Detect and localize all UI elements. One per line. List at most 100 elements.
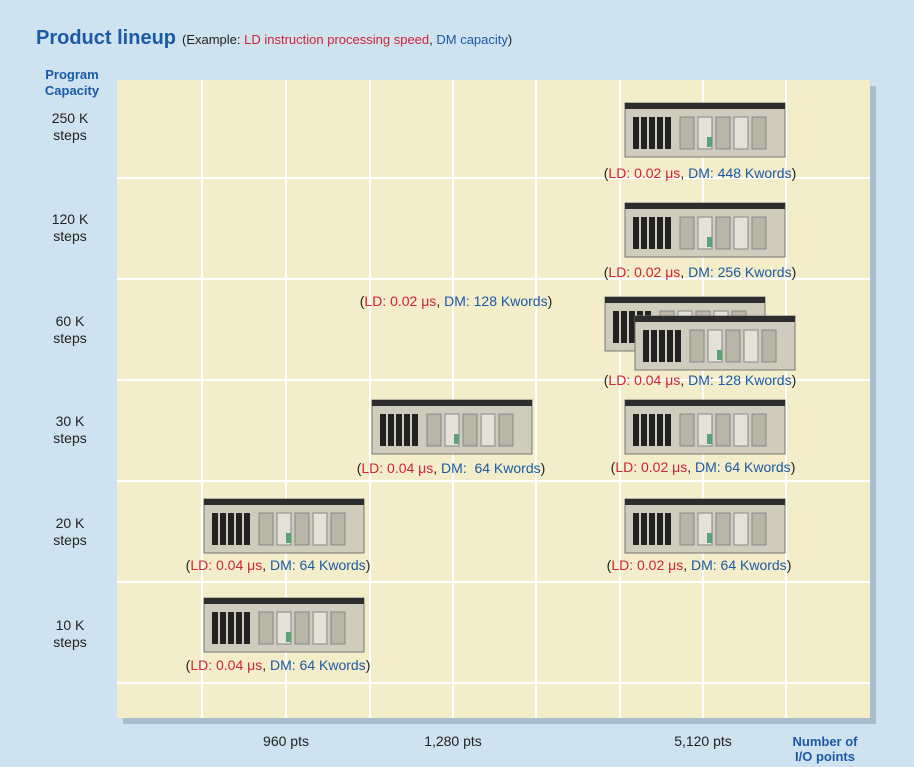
plc-rail [204,598,364,604]
plc-module [633,117,639,149]
plc-rail [605,297,765,303]
plc-module [649,117,655,149]
plc-module [412,414,418,446]
plc-unit [680,217,694,249]
dm-capacity: DM: 64 Kwords [691,557,787,573]
ld-speed: LD: 0.04 μs [190,657,262,673]
plc-image [204,499,364,553]
plc-module [641,414,647,446]
label-punct: , [436,293,444,309]
plc-module [649,513,655,545]
example-dm: DM capacity [436,32,508,47]
plc-unit [734,414,748,446]
plc-module [667,330,673,362]
ld-speed: LD: 0.04 μs [190,557,262,573]
label-punct: ) [791,459,796,475]
row-label: 250 K [52,110,89,126]
label-punct: , [680,264,688,280]
dm-capacity: DM: 256 Kwords [688,264,791,280]
plc-rail [625,203,785,209]
product-label: (LD: 0.02 μs, DM: 448 Kwords) [604,165,797,181]
plc-unit [716,414,730,446]
plc-unit [680,117,694,149]
plc-rail [625,499,785,505]
row-label: 30 K [56,413,85,429]
example-part: ) [508,32,512,47]
plc-unit [752,414,766,446]
ld-speed: LD: 0.02 μs [608,165,680,181]
label-punct: ) [548,293,553,309]
plc-module [675,330,681,362]
plc-unit [499,414,513,446]
label-punct: ) [792,165,797,181]
example-ld: LD instruction processing speed [244,32,429,47]
plc-rail [625,103,785,109]
label-punct: , [680,165,688,181]
plc-image [204,598,364,652]
product-label: (LD: 0.02 μs, DM: 64 Kwords) [607,557,792,573]
product-label: (LD: 0.02 μs, DM: 128 Kwords) [360,293,553,309]
plc-module [621,311,627,343]
plc-module [212,612,218,644]
plc-rail [204,499,364,505]
row-label: 120 K [52,211,89,227]
plc-module [659,330,665,362]
plc-unit [259,612,273,644]
ld-speed: LD: 0.02 μs [615,459,687,475]
ld-speed: LD: 0.02 μs [608,264,680,280]
plc-module [641,217,647,249]
x-label: 5,120 pts [674,733,732,749]
plc-module [212,513,218,545]
row-label: steps [53,634,86,650]
plc-image [635,316,795,370]
row-label: steps [53,532,86,548]
dm-capacity: DM: 128 Kwords [444,293,547,309]
y-axis-title: Program [45,67,98,82]
plc-module [633,414,639,446]
product-label: (LD: 0.04 μs, DM: 64 Kwords) [186,557,371,573]
plc-led [717,350,722,360]
plc-image [625,400,785,454]
dm-capacity: DM: 128 Kwords [688,372,791,388]
label-punct: ) [366,557,371,573]
label-punct: ) [787,557,792,573]
plc-module [633,217,639,249]
example-part: (Example: [182,32,244,47]
plc-module [665,217,671,249]
plc-module [641,513,647,545]
plc-module [649,217,655,249]
label-punct: ) [366,657,371,673]
plc-unit [734,217,748,249]
product-label: (LD: 0.04 μs, DM: 64 Kwords) [186,657,371,673]
plc-module [236,513,242,545]
label-punct: , [687,459,695,475]
plc-unit [331,612,345,644]
plc-module [651,330,657,362]
plc-module [228,612,234,644]
dm-capacity: DM: 64 Kwords [695,459,791,475]
plc-module [380,414,386,446]
y-axis-title: Capacity [45,83,100,98]
plc-unit [734,513,748,545]
plc-unit [427,414,441,446]
plc-module [657,217,663,249]
x-axis-title: Number of [793,734,859,749]
example-part: , [429,32,436,47]
row-label: 60 K [56,313,85,329]
plc-unit [734,117,748,149]
ld-speed: LD: 0.04 μs [608,372,680,388]
label-punct: ) [792,264,797,280]
dm-capacity: DM: 448 Kwords [688,165,791,181]
plc-module [236,612,242,644]
plc-module [657,117,663,149]
plc-module [220,612,226,644]
plc-unit [752,117,766,149]
lineup-diagram: Product lineup (Example: LD instruction p… [0,0,914,767]
product-label: (LD: 0.04 μs, DM: 128 Kwords) [604,372,797,388]
row-label: 20 K [56,515,85,531]
label-punct: , [680,372,688,388]
product-label: (LD: 0.02 μs, DM: 64 Kwords) [611,459,796,475]
plc-unit [481,414,495,446]
plc-unit [259,513,273,545]
title-text: Product lineup [36,27,176,49]
